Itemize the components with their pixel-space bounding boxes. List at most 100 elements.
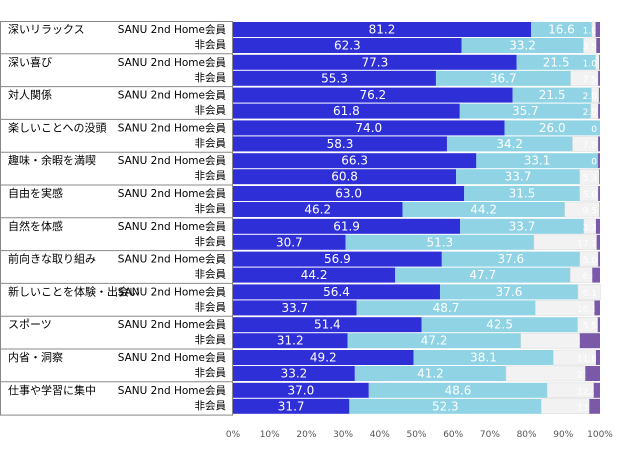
category-label: 前向きな取り組み bbox=[8, 252, 96, 266]
bar-segment bbox=[596, 234, 600, 250]
member-group-label: SANU 2nd Home会員 bbox=[118, 351, 227, 364]
x-tick-label: 50% bbox=[406, 430, 426, 440]
bar-segment bbox=[233, 284, 440, 300]
data-label: 3.3 bbox=[583, 223, 597, 233]
bar-segment bbox=[598, 251, 600, 267]
bar-segment bbox=[345, 234, 534, 250]
x-tick-label: 10% bbox=[260, 430, 280, 440]
data-label: 47.2 bbox=[421, 334, 448, 348]
bar-segment bbox=[446, 136, 573, 152]
data-label: 48.6 bbox=[445, 383, 472, 397]
bar-segment bbox=[233, 136, 447, 152]
bar-segment bbox=[598, 136, 600, 152]
bar-segment bbox=[233, 54, 517, 70]
bar-segment bbox=[233, 398, 350, 414]
bar-segment bbox=[579, 333, 600, 349]
bar-segment bbox=[233, 103, 460, 119]
bar-segment bbox=[233, 169, 457, 185]
data-label: 5.5 bbox=[583, 322, 597, 332]
bar-segment bbox=[597, 317, 600, 333]
bar-segment bbox=[402, 202, 565, 217]
non-member-group-label: 非会員 bbox=[195, 366, 227, 379]
category-label: 仕事や学習に集中 bbox=[8, 383, 96, 397]
member-group-label: SANU 2nd Home会員 bbox=[118, 285, 227, 298]
x-tick-label: 60% bbox=[443, 430, 463, 440]
data-label: 31.2 bbox=[277, 334, 304, 348]
bar-segment bbox=[531, 22, 592, 37]
data-label: 33.1 bbox=[524, 154, 551, 168]
bar-segment bbox=[599, 169, 600, 185]
bar-segment bbox=[421, 317, 578, 333]
data-label: 31.7 bbox=[278, 399, 305, 413]
data-label: 31.5 bbox=[509, 187, 536, 201]
data-label: 13.1 bbox=[577, 403, 597, 413]
bar-segment bbox=[460, 218, 584, 234]
bar-segment bbox=[598, 70, 600, 86]
non-member-group-label: 非会員 bbox=[195, 136, 227, 149]
bar-segment bbox=[577, 284, 601, 300]
bar-segment bbox=[233, 382, 369, 398]
data-label: 1.0 bbox=[583, 27, 598, 37]
data-label: 11.6 bbox=[577, 355, 597, 365]
member-group-label: SANU 2nd Home会員 bbox=[118, 89, 227, 102]
bar-segment bbox=[598, 87, 600, 103]
bar-segment bbox=[368, 382, 548, 398]
data-label: 63.0 bbox=[335, 187, 362, 201]
data-label: 33.7 bbox=[281, 301, 308, 315]
bar-segment bbox=[233, 317, 422, 333]
data-label: 38.1 bbox=[470, 351, 497, 365]
category-label: 内省・洞察 bbox=[8, 350, 63, 364]
data-label: 56.4 bbox=[323, 285, 350, 299]
non-member-group-label: 非会員 bbox=[195, 202, 227, 215]
bar-segment bbox=[233, 38, 462, 53]
category-label: 深いリラックス bbox=[8, 23, 85, 36]
data-label: 17.1 bbox=[577, 239, 597, 249]
bar-segment bbox=[598, 103, 600, 119]
member-group-label: SANU 2nd Home会員 bbox=[118, 56, 227, 69]
bar-segment bbox=[413, 350, 554, 365]
member-group-label: SANU 2nd Home会員 bbox=[118, 121, 227, 134]
bar-segment bbox=[464, 186, 580, 201]
bar-segment bbox=[441, 251, 580, 267]
category-label: 自由を実感 bbox=[8, 186, 63, 200]
data-label: 44.2 bbox=[301, 268, 328, 282]
data-label: 51.4 bbox=[314, 318, 341, 332]
non-member-group-label: 非会員 bbox=[195, 38, 227, 51]
data-label: 52.3 bbox=[432, 399, 459, 413]
data-label: 5.0 bbox=[583, 191, 598, 201]
bars-layer: 81.2 16.6 1.0 62.3 33.2 3.5 77.3 21.5 1.0 55.3 36.… bbox=[233, 21, 601, 415]
data-label: 2.0 bbox=[583, 108, 598, 118]
category-label: 楽しいことへの没頭 bbox=[8, 121, 106, 134]
x-tick-label: 30% bbox=[333, 430, 353, 440]
data-label: 60.8 bbox=[331, 170, 358, 184]
bar-segment bbox=[599, 54, 600, 70]
member-group-label: SANU 2nd Home会員 bbox=[118, 253, 227, 266]
data-label: 76.2 bbox=[359, 88, 386, 102]
data-label: 30.7 bbox=[276, 235, 303, 249]
member-group-label: SANU 2nd Home会員 bbox=[118, 220, 227, 233]
bar-segment bbox=[233, 333, 348, 349]
non-member-group-label: 非会員 bbox=[195, 300, 227, 313]
data-label: 44.2 bbox=[470, 203, 497, 217]
data-label: 33.7 bbox=[509, 219, 536, 233]
data-label: 77.3 bbox=[361, 55, 388, 69]
data-label: 0 bbox=[591, 125, 597, 135]
bar-segment bbox=[456, 169, 580, 185]
data-label: 47.7 bbox=[469, 268, 496, 282]
bar-segment bbox=[596, 38, 600, 53]
bar-segment bbox=[505, 365, 586, 382]
bar-segment bbox=[595, 22, 600, 37]
data-label: 74.0 bbox=[355, 121, 382, 135]
data-label: 5.0 bbox=[583, 256, 598, 266]
bar-segment bbox=[585, 366, 600, 381]
bar-segment bbox=[504, 120, 600, 136]
data-label: 21.5 bbox=[543, 55, 570, 69]
member-group-label: SANU 2nd Home会員 bbox=[118, 318, 227, 331]
bar-segment bbox=[233, 87, 513, 103]
non-member-group-label: 非会員 bbox=[195, 399, 227, 412]
bar-segment bbox=[233, 350, 414, 365]
x-tick-label: 0% bbox=[226, 430, 241, 440]
bar-segment bbox=[476, 153, 598, 169]
data-label: 3.5 bbox=[583, 43, 597, 53]
